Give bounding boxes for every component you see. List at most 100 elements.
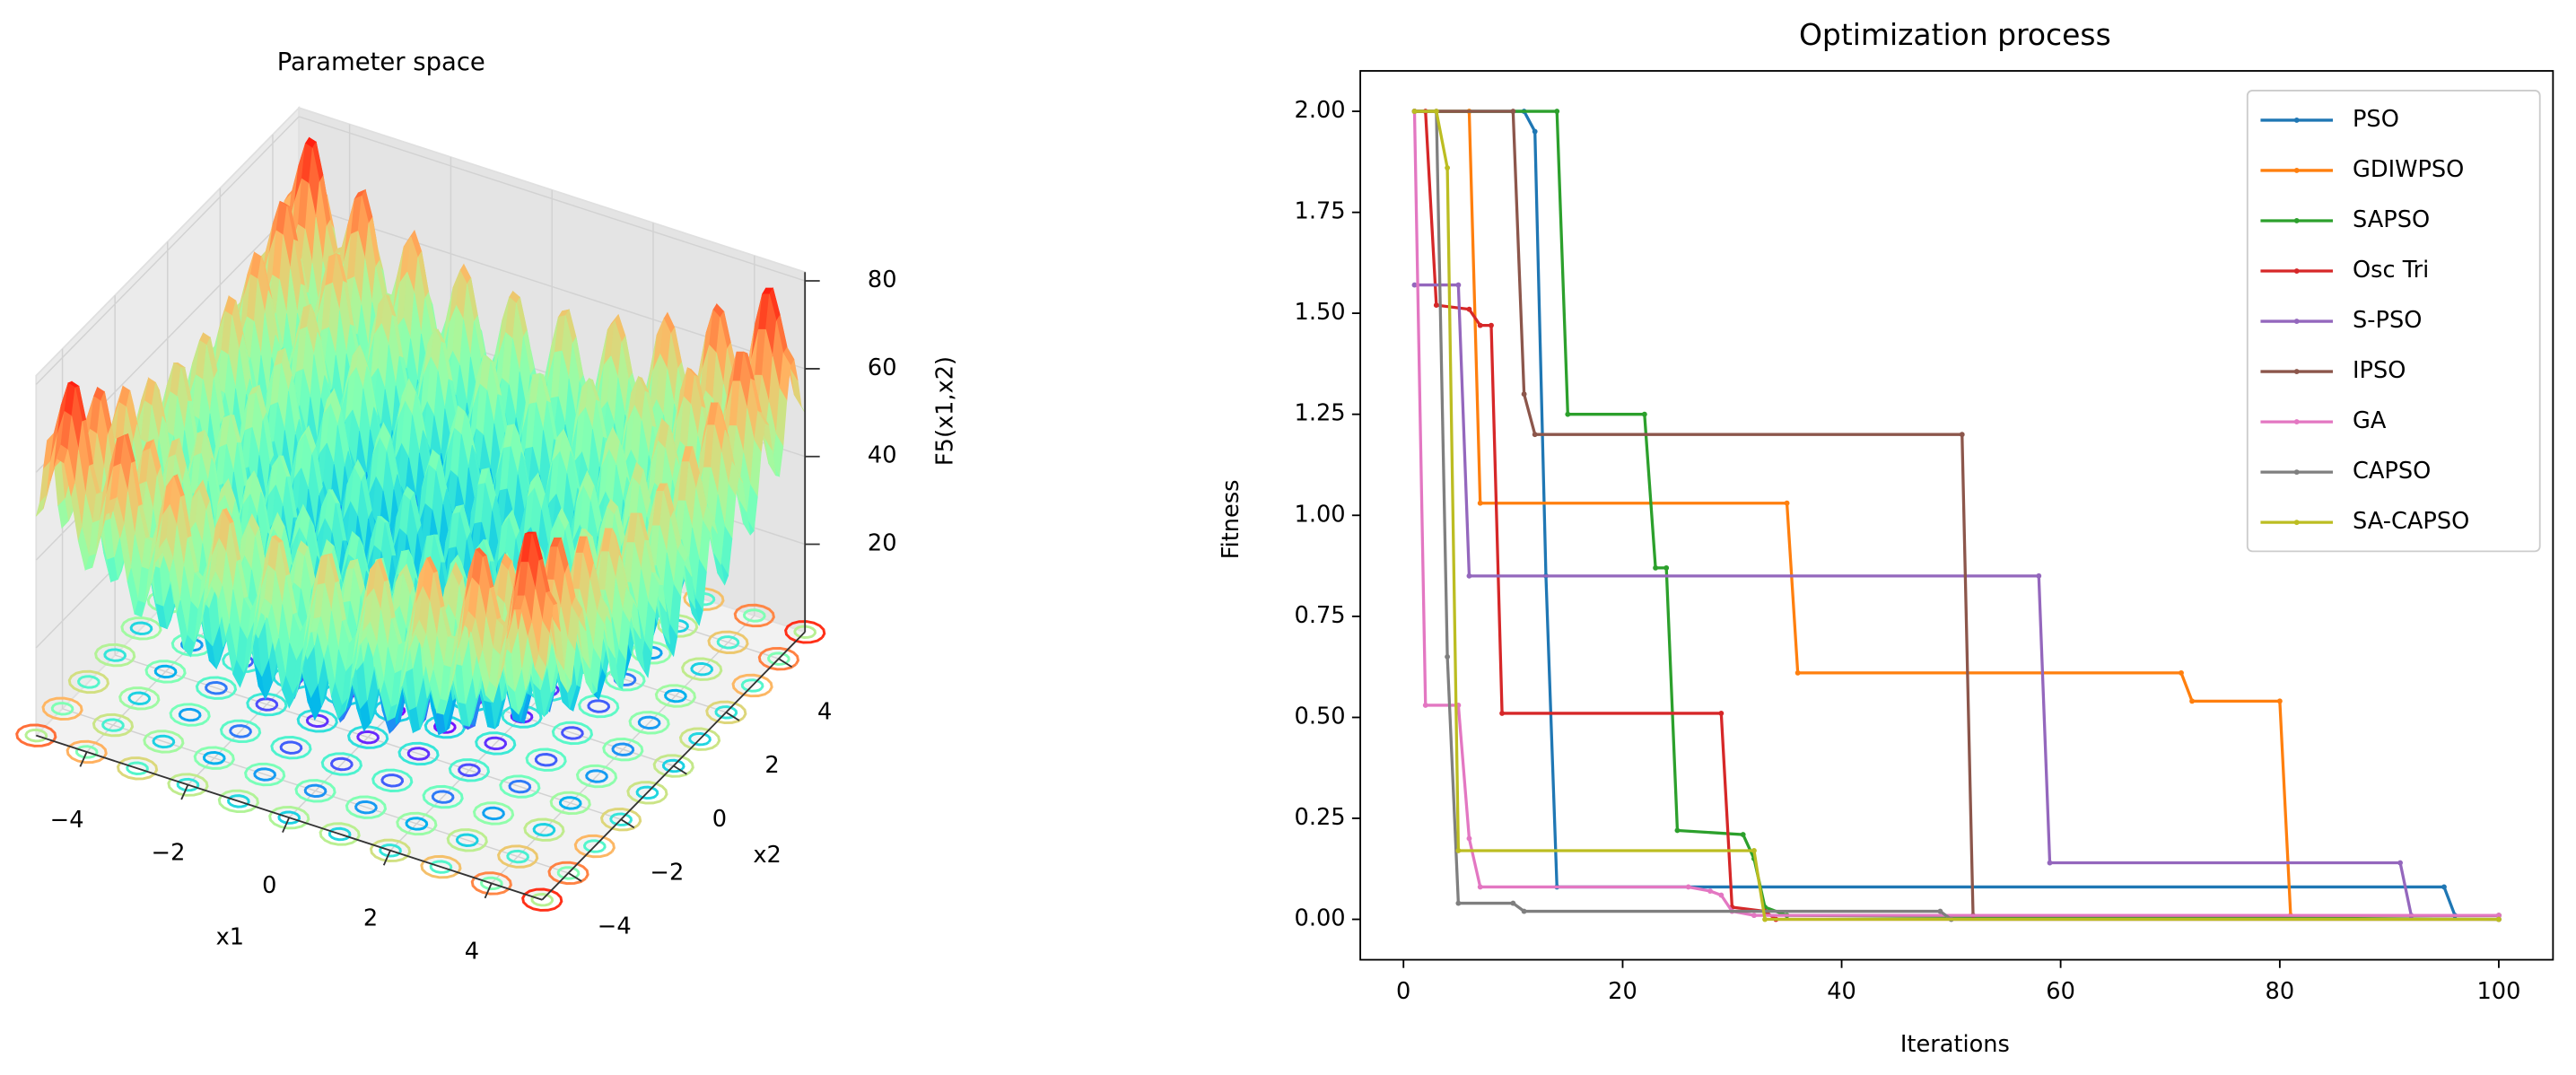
contour-ring [716, 635, 740, 650]
x-axis-label: Iterations [1900, 1031, 2010, 1058]
contour-ring [41, 696, 83, 721]
contour-ring [690, 661, 714, 677]
contour-ring [50, 702, 74, 716]
contour-ring [219, 719, 262, 744]
y-axis-label: Fitness [1218, 479, 1244, 559]
contour-ring [253, 767, 277, 782]
contour-ring [406, 747, 431, 761]
contour-ring [767, 651, 790, 666]
contour-ring [626, 781, 668, 805]
contour-ring [599, 808, 642, 832]
surface-title: Parameter space [277, 48, 485, 76]
contour-ring [195, 676, 238, 700]
contour-ring [793, 625, 817, 639]
contour-ring [405, 817, 429, 831]
contour-ring [525, 747, 567, 772]
contour-ring [244, 762, 286, 787]
z-label: F5(x1,x2) [932, 356, 959, 466]
contour-ring [67, 669, 110, 695]
contour-ring [354, 800, 378, 815]
contour-ring [193, 746, 235, 770]
line-title: Optimization process [1799, 17, 2111, 52]
contour-ring [294, 779, 336, 803]
contour-ring [255, 697, 279, 712]
contour-ring [578, 694, 620, 719]
contour-ring [94, 642, 136, 668]
contour-ring [345, 795, 388, 819]
contour-ring [169, 703, 211, 727]
contour-ring [664, 688, 687, 704]
contour-ring [547, 861, 589, 886]
contour-ring [482, 806, 505, 821]
contour-ring [575, 764, 618, 789]
contour-ring [178, 707, 202, 722]
contour-ring [448, 758, 491, 782]
contour-ring [431, 790, 455, 804]
contour-ring [733, 603, 775, 628]
contour-ring [371, 768, 414, 792]
contour-ring [558, 796, 582, 810]
contour-ring [279, 740, 303, 755]
contour-ring [458, 763, 481, 777]
contour-ring [118, 686, 161, 711]
contour-ring [144, 660, 187, 684]
contour-ring [101, 718, 125, 732]
contour-ring [152, 734, 176, 749]
contour-ring [532, 823, 556, 837]
contour-ring [501, 704, 543, 729]
contour-ring [654, 684, 697, 708]
contour-ring [205, 681, 228, 695]
contour-ring [587, 699, 611, 713]
contour-ring [496, 844, 539, 869]
contour-ring [270, 735, 312, 760]
contour-ring [76, 675, 100, 689]
contour-ring [103, 648, 127, 662]
contour-ring [731, 673, 773, 698]
contour-ring [681, 657, 723, 681]
contour-ring [688, 731, 712, 747]
contour-ring [784, 620, 826, 644]
contour-ring [396, 811, 438, 836]
contour-ring [551, 721, 594, 746]
contour-ring [455, 833, 479, 847]
x2-label: x2 [753, 842, 781, 869]
contour-ring [630, 641, 672, 665]
contour-ring [556, 866, 581, 880]
contour-ring [246, 692, 288, 717]
contour-ring [380, 773, 405, 788]
contour-ring [637, 715, 661, 730]
contour-ring [397, 741, 440, 766]
contour-ring [602, 738, 644, 762]
contour-ring [740, 678, 764, 693]
contour-ring [611, 742, 635, 756]
contour-ring [582, 839, 607, 853]
grid-line [299, 116, 806, 282]
contour-ring [320, 752, 362, 776]
contour-ring [661, 758, 685, 773]
contour-ring [573, 834, 616, 859]
grid-line [35, 116, 300, 385]
contour-ring [202, 751, 226, 765]
contour-ring [609, 812, 633, 826]
contour-ring [143, 730, 185, 754]
contour-ring [506, 849, 530, 864]
contour-ring [707, 630, 749, 655]
contour-ring [508, 779, 532, 794]
contour-ring [635, 785, 659, 800]
contour-ring [714, 705, 738, 720]
contour-ring [446, 828, 488, 852]
contour-ring [129, 621, 153, 635]
contour-ring [303, 783, 327, 799]
contour-ring [15, 723, 57, 747]
contour-ring [153, 664, 178, 679]
contour-ring [604, 668, 646, 692]
contour-ring [742, 608, 766, 623]
x1-label: x1 [216, 924, 244, 951]
contour-ring [229, 724, 252, 739]
contour-ring [585, 769, 608, 783]
contour-ring [424, 714, 466, 739]
contour-ring [628, 711, 670, 735]
contour-ring [484, 736, 508, 751]
